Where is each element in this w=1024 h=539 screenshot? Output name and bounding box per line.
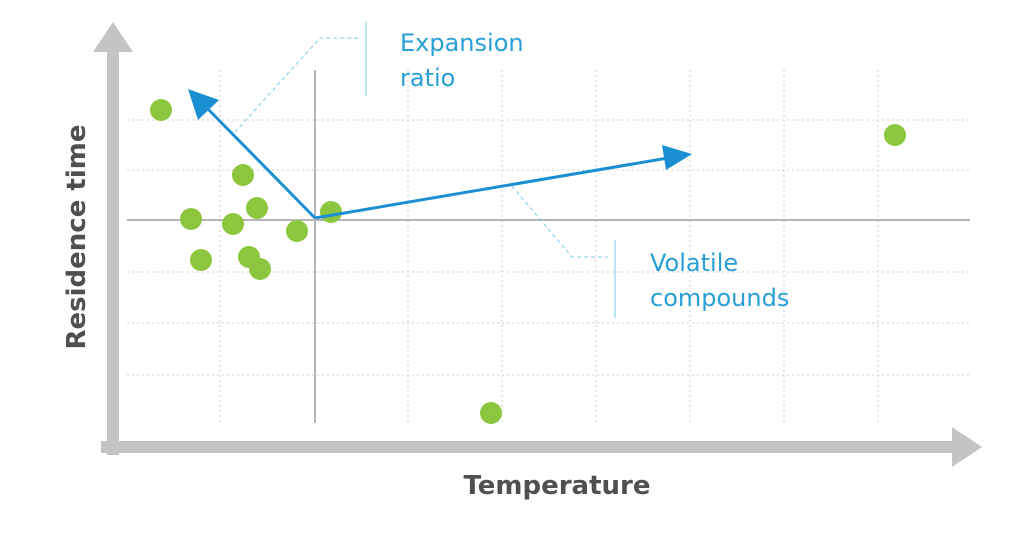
leaders xyxy=(234,22,616,318)
annotation-line: Volatile xyxy=(650,249,738,277)
annotation-line: ratio xyxy=(400,64,455,92)
annotation-line: compounds xyxy=(650,284,789,312)
x-axis-title: Temperature xyxy=(463,471,650,501)
vectors xyxy=(188,89,692,220)
grid xyxy=(127,70,970,423)
axes xyxy=(93,22,982,467)
annotation-line: Expansion xyxy=(400,29,524,57)
points xyxy=(150,99,906,424)
y-axis-title: Residence time xyxy=(62,125,92,350)
